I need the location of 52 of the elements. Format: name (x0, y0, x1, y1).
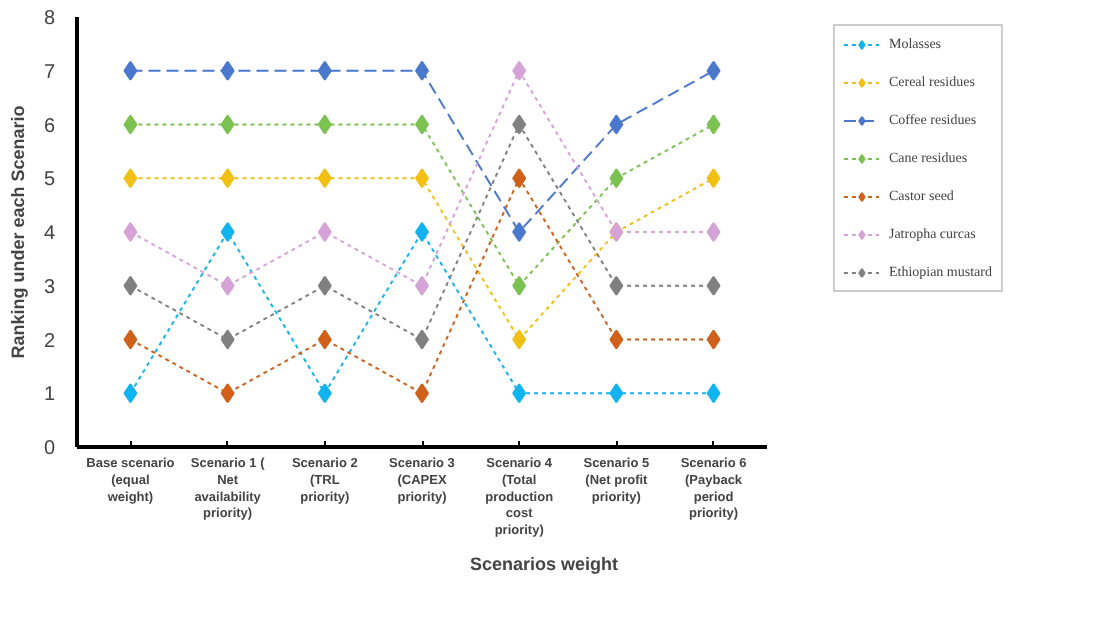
point (317, 60, 332, 81)
point (317, 383, 332, 404)
point (317, 168, 332, 189)
y-tick-label: 1 (43, 384, 56, 407)
point (317, 275, 332, 296)
point (512, 60, 527, 81)
point (220, 168, 235, 189)
y-tick-label: 8 (43, 8, 56, 30)
point (123, 275, 138, 296)
point (220, 222, 235, 242)
point (220, 114, 235, 135)
point (123, 329, 138, 350)
point (512, 222, 527, 242)
point (706, 222, 721, 242)
point (706, 114, 721, 135)
point (220, 329, 235, 350)
point (706, 275, 721, 296)
x-axis-title: Scenarios weight (469, 554, 619, 575)
point (706, 60, 721, 81)
point (512, 383, 527, 404)
y-tick-label: 0 (43, 438, 56, 460)
y-tick-label: 6 (43, 115, 56, 138)
y-tick-label: 5 (43, 169, 56, 192)
point (123, 168, 138, 189)
y-tick-label: 3 (43, 276, 56, 299)
point (512, 114, 527, 135)
point (609, 275, 624, 296)
point (123, 383, 138, 404)
point (317, 222, 332, 242)
point (706, 168, 721, 189)
point (317, 114, 332, 135)
point (123, 60, 138, 81)
point (609, 168, 624, 189)
point (512, 168, 527, 189)
point (609, 383, 624, 404)
point (609, 329, 624, 350)
point (512, 329, 527, 350)
point (317, 329, 332, 350)
point (512, 275, 527, 296)
point (706, 383, 721, 404)
y-tick-label: 4 (43, 223, 56, 245)
y-tick-label: 7 (43, 61, 56, 84)
point (220, 60, 235, 81)
point (123, 114, 138, 135)
point (123, 222, 138, 242)
point (706, 329, 721, 350)
point (220, 383, 235, 404)
point (220, 275, 235, 296)
y-axis-title: Ranking under each Scenario (7, 104, 28, 359)
point (415, 222, 429, 242)
y-tick-label: 2 (43, 330, 56, 353)
point (609, 114, 624, 135)
